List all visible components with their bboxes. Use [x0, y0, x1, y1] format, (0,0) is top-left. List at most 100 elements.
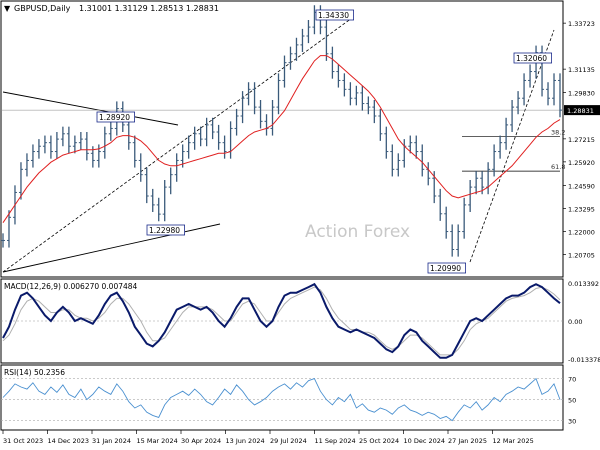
price-bar — [96, 144, 101, 168]
price-bar — [504, 117, 509, 150]
annotation-label-0: 1.34330 — [318, 11, 349, 20]
price-bar — [450, 224, 455, 257]
price-bar — [240, 91, 245, 124]
price-bar — [546, 82, 551, 106]
rsi-y-tick-2: 30 — [568, 418, 576, 426]
price-bar — [186, 135, 191, 159]
price-bar — [192, 126, 197, 150]
rsi-title: RSI(14) 50.2356 — [4, 368, 65, 377]
rsi-line — [2, 377, 561, 422]
price-bar — [414, 135, 419, 159]
price-bar — [288, 46, 293, 70]
x-tick-2: 31 Jan 2024 — [92, 437, 131, 445]
annotation-box-4 — [427, 262, 466, 274]
price-bar — [336, 64, 341, 88]
price-bar — [396, 153, 401, 177]
price-bar — [306, 20, 311, 44]
price-bar — [408, 135, 413, 154]
price-bar — [198, 126, 203, 147]
trendline-upper — [2, 91, 179, 126]
price-bar — [384, 126, 389, 159]
price-bar — [498, 135, 503, 159]
x-tick-4: 30 Apr 2024 — [181, 437, 221, 445]
macd-main-line — [2, 282, 561, 359]
annotation-box-2 — [96, 111, 135, 123]
price-bar — [234, 108, 239, 136]
price-y-tick-7: 1.22000 — [568, 229, 595, 237]
price-bar — [18, 162, 23, 200]
watermark: Action Forex — [305, 222, 410, 242]
price-bar — [84, 132, 89, 161]
price-bar — [216, 124, 221, 150]
price-bar — [456, 224, 461, 257]
price-bar — [528, 64, 533, 88]
price-y-tick-3: 1.27215 — [568, 136, 595, 144]
trendline-dashed-recent — [469, 29, 555, 263]
price-bar — [168, 167, 173, 195]
trendline-dashed-rise — [2, 17, 353, 273]
price-bar — [258, 100, 263, 129]
annotation-label-4: 1.20990 — [430, 264, 461, 273]
price-bar — [360, 85, 365, 111]
price-bar — [390, 144, 395, 177]
x-tick-9: 10 Dec 2024 — [404, 437, 446, 445]
price-bar — [138, 153, 143, 182]
rsi-y-tick-1: 50 — [568, 397, 576, 405]
price-y-tick-0: 1.33723 — [568, 20, 595, 28]
chart-ohlc: 1.31001 1.31129 1.28513 1.28831 — [79, 4, 219, 13]
price-bar — [66, 126, 71, 154]
x-tick-6: 29 Jul 2024 — [270, 437, 307, 445]
rsi-series-layer — [1, 377, 563, 422]
price-bar — [372, 100, 377, 124]
price-bar — [204, 117, 209, 147]
macd-series-layer — [1, 282, 563, 359]
price-bar — [444, 206, 449, 239]
price-bar — [462, 197, 467, 239]
price-bar — [174, 153, 179, 182]
current-price-label: 1.28831 — [567, 107, 594, 115]
price-y-tick-1: 1.31135 — [568, 66, 595, 74]
fib-label-0: 38.2 — [551, 128, 565, 136]
price-y-tick-5: 1.24590 — [568, 183, 595, 191]
price-y-tick-4: 1.25920 — [568, 159, 595, 167]
price-bar — [108, 121, 113, 141]
price-bar — [522, 73, 527, 106]
price-bar — [516, 91, 521, 115]
axis-labels-layer: 1.33723 1.31135 1.29830 1.27215 1.25920 1.245… — [2, 20, 600, 445]
x-tick-11: 12 Mar 2025 — [493, 437, 534, 445]
price-bar — [126, 117, 131, 150]
price-bar — [558, 73, 562, 118]
fib-label-1: 61.8 — [551, 163, 565, 171]
macd-y-tick-2: -0.013378 — [568, 356, 600, 364]
annotation-label-1: 1.32060 — [516, 54, 547, 63]
price-bar — [252, 82, 257, 115]
price-bar — [438, 188, 443, 221]
price-bar — [150, 188, 155, 212]
price-bar — [552, 73, 557, 106]
price-bar — [60, 126, 65, 147]
price-y-tick-6: 1.23295 — [568, 206, 595, 214]
price-bar — [72, 135, 77, 154]
moving-average-line — [2, 55, 561, 223]
price-y-tick-2: 1.29830 — [568, 89, 595, 97]
price-bar — [222, 135, 227, 159]
chart-symbol: GBPUSD,Daily — [14, 4, 71, 13]
price-bar — [378, 108, 383, 141]
price-bar — [330, 46, 335, 79]
price-bar — [162, 180, 167, 222]
annotation-box-0 — [315, 9, 354, 21]
price-bar — [300, 28, 305, 52]
x-tick-7: 11 Sep 2024 — [315, 437, 356, 445]
price-bar — [366, 96, 371, 115]
price-bar — [36, 139, 41, 159]
macd-title: MACD(12,26,9) 0.006270 0.007484 — [4, 282, 138, 291]
price-bar — [24, 153, 29, 177]
price-bar — [282, 55, 287, 88]
price-bar — [30, 144, 35, 168]
x-tick-0: 31 Oct 2023 — [3, 437, 43, 445]
annotation-label-3: 1.22980 — [149, 226, 180, 235]
price-bar — [342, 73, 347, 97]
price-bar — [492, 144, 497, 177]
annotation-label-2: 1.28920 — [99, 113, 130, 122]
price-bar — [144, 167, 149, 204]
